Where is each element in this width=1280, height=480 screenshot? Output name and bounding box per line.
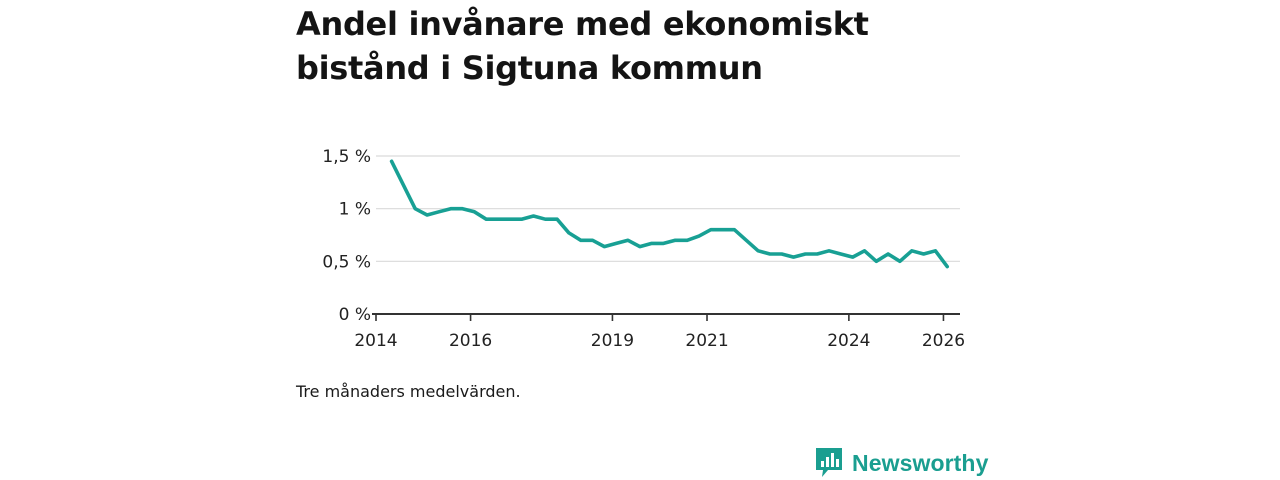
newsworthy-logo: Newsworthy bbox=[814, 446, 988, 480]
x-tick-label: 2026 bbox=[922, 331, 965, 351]
x-tick-label: 2014 bbox=[354, 331, 397, 351]
brand-name: Newsworthy bbox=[852, 449, 989, 476]
chart-note: Tre månaders medelvärden. bbox=[296, 382, 521, 401]
y-axis-labels: 0 % 0,5 % 1 % 1,5 % bbox=[322, 147, 371, 325]
chart-title: Andel invånare med ekonomiskt bistånd i … bbox=[296, 5, 869, 87]
line-chart: 0 % 0,5 % 1 % 1,5 % 2014 2016 2019 2021 2024 202… bbox=[322, 147, 965, 351]
y-tick-label: 0,5 % bbox=[322, 252, 371, 272]
x-tick-label: 2024 bbox=[827, 331, 870, 351]
gridlines bbox=[376, 155, 960, 262]
y-tick-label: 0 % bbox=[339, 305, 371, 325]
y-tick-label: 1,5 % bbox=[322, 147, 371, 167]
series-line bbox=[389, 159, 950, 269]
series-layer bbox=[389, 159, 950, 269]
bar-chart-speech-bubble-icon bbox=[816, 448, 842, 477]
x-axis-labels: 2014 2016 2019 2021 2024 2026 bbox=[354, 331, 965, 351]
x-tick-label: 2016 bbox=[449, 331, 492, 351]
x-axis bbox=[372, 313, 960, 321]
x-tick-label: 2019 bbox=[591, 331, 634, 351]
y-tick-label: 1 % bbox=[339, 200, 371, 220]
x-tick-label: 2021 bbox=[685, 331, 728, 351]
